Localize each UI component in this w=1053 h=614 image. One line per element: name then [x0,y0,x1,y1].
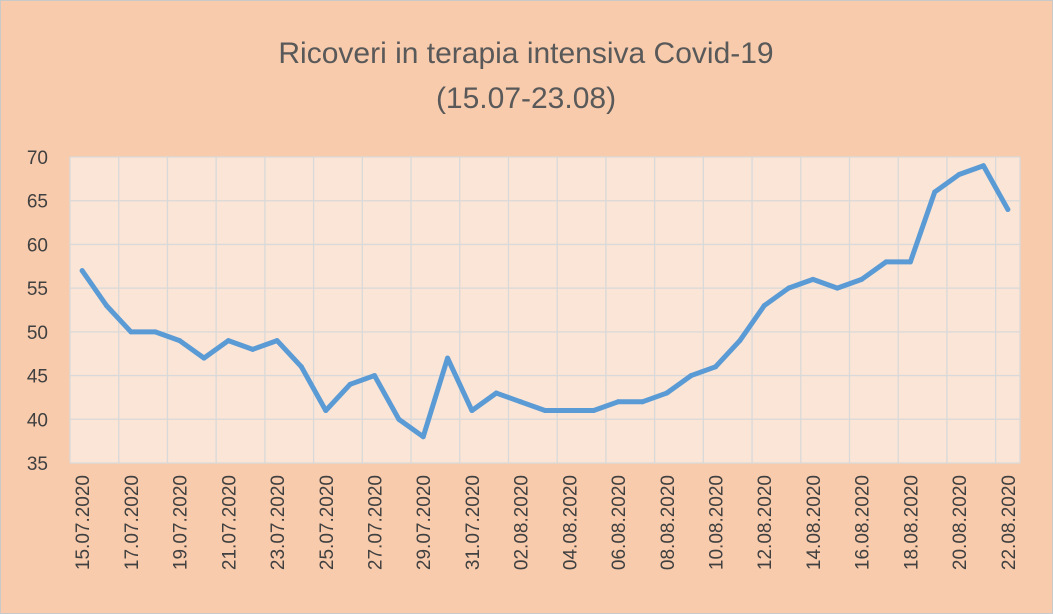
x-tick-label: 14.08.2020 [804,475,825,570]
data-point [323,408,329,414]
y-axis-ticks: 35 40 45 50 55 60 65 70 [27,148,48,475]
x-tick-label: 31.07.2020 [463,475,484,570]
y-tick-label: 50 [27,323,48,344]
data-point [932,189,938,195]
y-tick-label: 70 [27,148,48,169]
y-tick-label: 35 [27,454,48,475]
x-tick-label: 10.08.2020 [707,475,728,570]
x-tick-label: 12.08.2020 [755,475,776,570]
data-point [907,259,913,265]
y-tick-label: 65 [27,192,48,213]
x-tick-label: 29.07.2020 [414,475,435,570]
series-layer [79,163,1011,440]
x-tick-label: 02.08.2020 [512,475,533,570]
data-point [298,364,304,370]
x-tick-label: 18.08.2020 [901,475,922,570]
data-point [274,338,280,344]
data-point [834,285,840,291]
y-tick-label: 45 [27,367,48,388]
data-point [128,329,134,335]
data-point [859,276,865,282]
data-point [79,268,85,274]
data-point [420,434,426,440]
data-point [201,355,207,361]
data-point [639,399,645,405]
data-point [542,408,548,414]
data-point [761,303,767,309]
x-tick-label: 25.07.2020 [317,475,338,570]
x-tick-label: 15.07.2020 [73,475,94,570]
data-point [518,399,524,405]
data-point [152,329,158,335]
data-point [883,259,889,265]
data-point [737,338,743,344]
data-point [566,408,572,414]
data-point [493,390,499,396]
y-tick-label: 60 [27,235,48,256]
data-point [980,163,986,169]
data-point [104,303,110,309]
gridlines [69,156,1021,464]
data-point [810,276,816,282]
data-point [371,373,377,379]
data-point [347,381,353,387]
data-point [664,390,670,396]
data-point [786,285,792,291]
data-point [591,408,597,414]
chart-title: Ricoveri in terapia intensiva Covid-19 [278,37,773,70]
x-tick-label: 27.07.2020 [365,475,386,570]
plot-area [70,157,1020,463]
data-point [713,364,719,370]
data-point [956,171,962,177]
data-point [445,355,451,361]
x-tick-label: 20.08.2020 [950,475,971,570]
data-point [469,408,475,414]
x-axis-ticks: 15.07.2020 17.07.2020 19.07.2020 21.07.2020… [73,475,1020,570]
x-tick-label: 17.07.2020 [122,475,143,570]
x-tick-label: 19.07.2020 [171,475,192,570]
x-tick-label: 06.08.2020 [609,475,630,570]
y-tick-label: 40 [27,410,48,431]
data-point [1005,206,1011,212]
x-tick-label: 23.07.2020 [268,475,289,570]
x-tick-label: 22.08.2020 [999,475,1020,570]
x-tick-label: 16.08.2020 [853,475,874,570]
chart-subtitle: (15.07-23.08) [436,82,616,115]
data-point [225,338,231,344]
x-tick-label: 08.08.2020 [658,475,679,570]
data-point [177,338,183,344]
x-tick-label: 04.08.2020 [560,475,581,570]
x-tick-label: 21.07.2020 [219,475,240,570]
data-point [615,399,621,405]
data-point [396,416,402,422]
data-point [250,346,256,352]
data-point [688,373,694,379]
y-tick-label: 55 [27,279,48,300]
